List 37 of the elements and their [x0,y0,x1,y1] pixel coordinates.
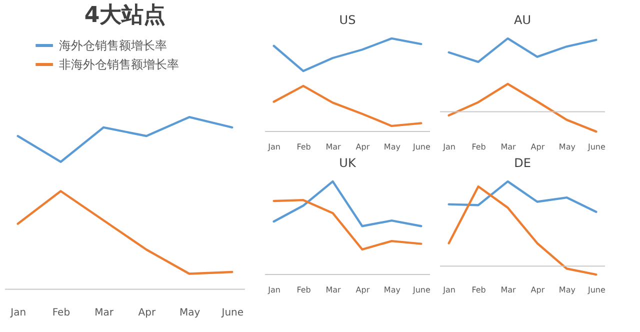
x-tick-label: Jan [442,142,456,152]
x-tick-label: Feb [296,142,311,152]
chart-title: DE [514,156,531,170]
x-tick-label: Feb [472,286,486,294]
x-tick-label: June [412,142,430,152]
legend-label: 海外仓销售额增长率 [58,38,167,52]
x-tick-label: June [220,308,244,318]
x-tick-label: Apr [530,142,546,152]
chart-title: UK [339,156,357,170]
chart-title: AU [514,13,531,27]
legend-label: 非海外仓销售额增长率 [58,58,179,72]
x-tick-label: June [586,286,606,294]
x-tick-label: May [558,286,576,294]
x-tick-label: Jan [10,308,26,318]
x-tick-label: Mar [500,142,517,152]
x-tick-label: Apr [530,286,546,294]
x-tick-label: Apr [356,142,370,152]
chart-title: US [339,13,356,27]
x-tick-label: June [412,286,430,294]
x-tick-label: Mar [94,308,114,318]
x-tick-label: May [384,286,401,294]
x-tick-label: Jan [267,142,281,152]
x-tick-label: Mar [500,286,517,294]
x-tick-label: Feb [472,142,486,152]
x-tick-label: May [558,142,576,152]
x-tick-label: June [586,142,606,152]
x-tick-label: Feb [296,286,311,294]
x-tick-label: Jan [442,286,456,294]
x-tick-label: Mar [326,142,342,152]
x-tick-label: Feb [52,308,70,318]
x-tick-label: Jan [267,286,281,294]
x-tick-label: Mar [326,286,342,294]
x-tick-label: May [179,308,200,318]
x-tick-label: Apr [138,308,156,318]
x-tick-label: Apr [356,286,370,294]
chart-title: 4大站点 [84,3,166,28]
x-tick-label: May [384,142,401,152]
